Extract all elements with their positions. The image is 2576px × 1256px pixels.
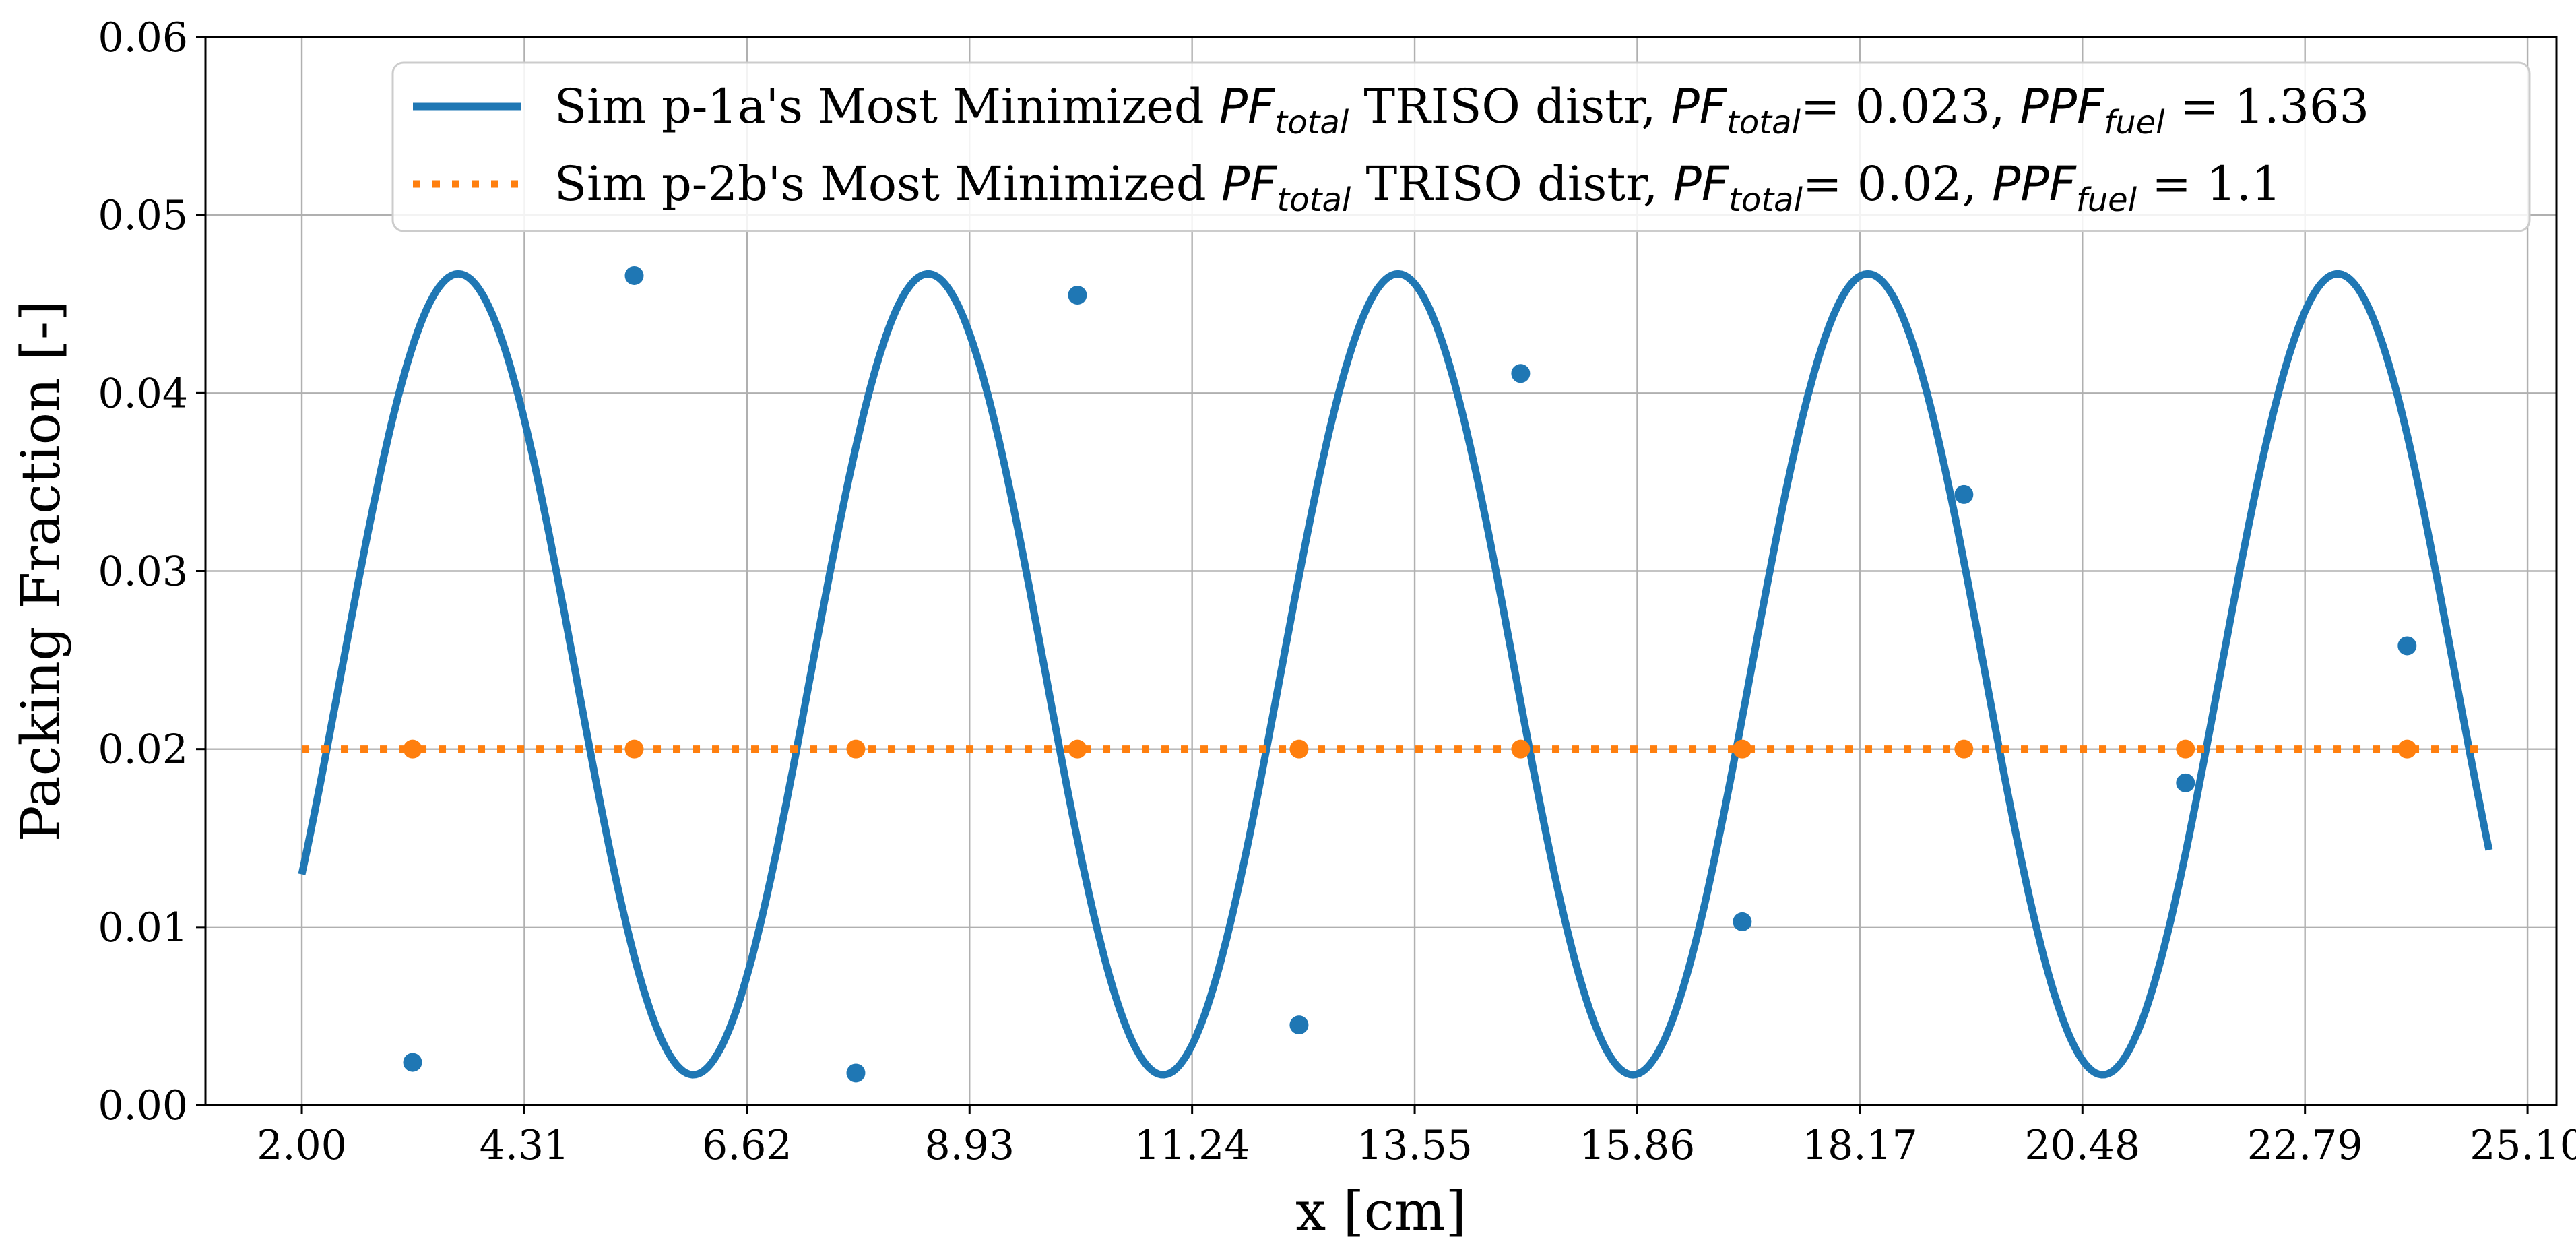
x-tick-label: 4.31 — [480, 1122, 570, 1169]
y-tick-label: 0.02 — [98, 726, 188, 774]
series-0-point — [1511, 364, 1531, 383]
series-1-point — [624, 739, 644, 759]
series-layer — [298, 265, 2493, 1083]
x-tick-label: 2.00 — [257, 1122, 347, 1169]
x-tick-label: 22.79 — [2247, 1122, 2363, 1169]
y-tick-label: 0.06 — [98, 14, 188, 61]
legend-entry-0: Sim p-1a's Most Minimized PFtotal TRISO … — [554, 79, 2369, 142]
x-tick-label: 15.86 — [1580, 1122, 1696, 1169]
series-0-point — [1289, 1015, 1309, 1035]
legend: Sim p-1a's Most Minimized PFtotal TRISO … — [391, 61, 2531, 232]
x-tick-label: 25.10 — [2470, 1122, 2576, 1169]
series-0-point — [2176, 773, 2195, 792]
series-0-point — [1954, 484, 1974, 504]
x-tick-label: 18.17 — [1802, 1122, 1918, 1169]
series-0-point — [1733, 912, 1752, 931]
series-1-point — [1733, 739, 1752, 759]
y-tick-label: 0.03 — [98, 548, 188, 596]
series-1-point — [846, 739, 866, 759]
series-1-point — [2397, 739, 2417, 759]
axes: 2.00 4.31 6.62 8.93 11.24 13.55 15.86 18.17 20.4… — [98, 14, 2576, 1169]
series-0-point — [846, 1063, 866, 1083]
series-1-point — [403, 739, 422, 759]
y-tick-label: 0.04 — [98, 370, 188, 417]
series-0-line — [298, 270, 2493, 1079]
x-tick-label: 20.48 — [2024, 1122, 2140, 1169]
x-tick-label: 8.93 — [924, 1122, 1015, 1169]
series-1-point — [1068, 739, 1087, 759]
legend-box — [391, 61, 2531, 232]
series-0-point — [1068, 286, 1087, 305]
series-1-point — [1954, 739, 1974, 759]
y-axis-label: Packing Fraction [-] — [9, 301, 72, 842]
series-1-point — [1511, 739, 1531, 759]
x-tick-label: 11.24 — [1134, 1122, 1250, 1169]
y-tick-label: 0.05 — [98, 192, 188, 239]
series-0-point — [2397, 636, 2417, 656]
series-0-point — [403, 1053, 422, 1072]
legend-entry-1: Sim p-2b's Most Minimized PFtotal TRISO … — [554, 156, 2282, 219]
series-1-point — [1289, 739, 1309, 759]
x-tick-label: 6.62 — [702, 1122, 792, 1169]
y-tick-label: 0.00 — [98, 1082, 188, 1129]
y-tick-label: 0.01 — [98, 904, 188, 951]
series-0-point — [624, 265, 644, 285]
x-tick-label: 13.55 — [1357, 1122, 1473, 1169]
x-axis-label: x [cm] — [1295, 1180, 1467, 1243]
series-1-point — [2176, 739, 2195, 759]
